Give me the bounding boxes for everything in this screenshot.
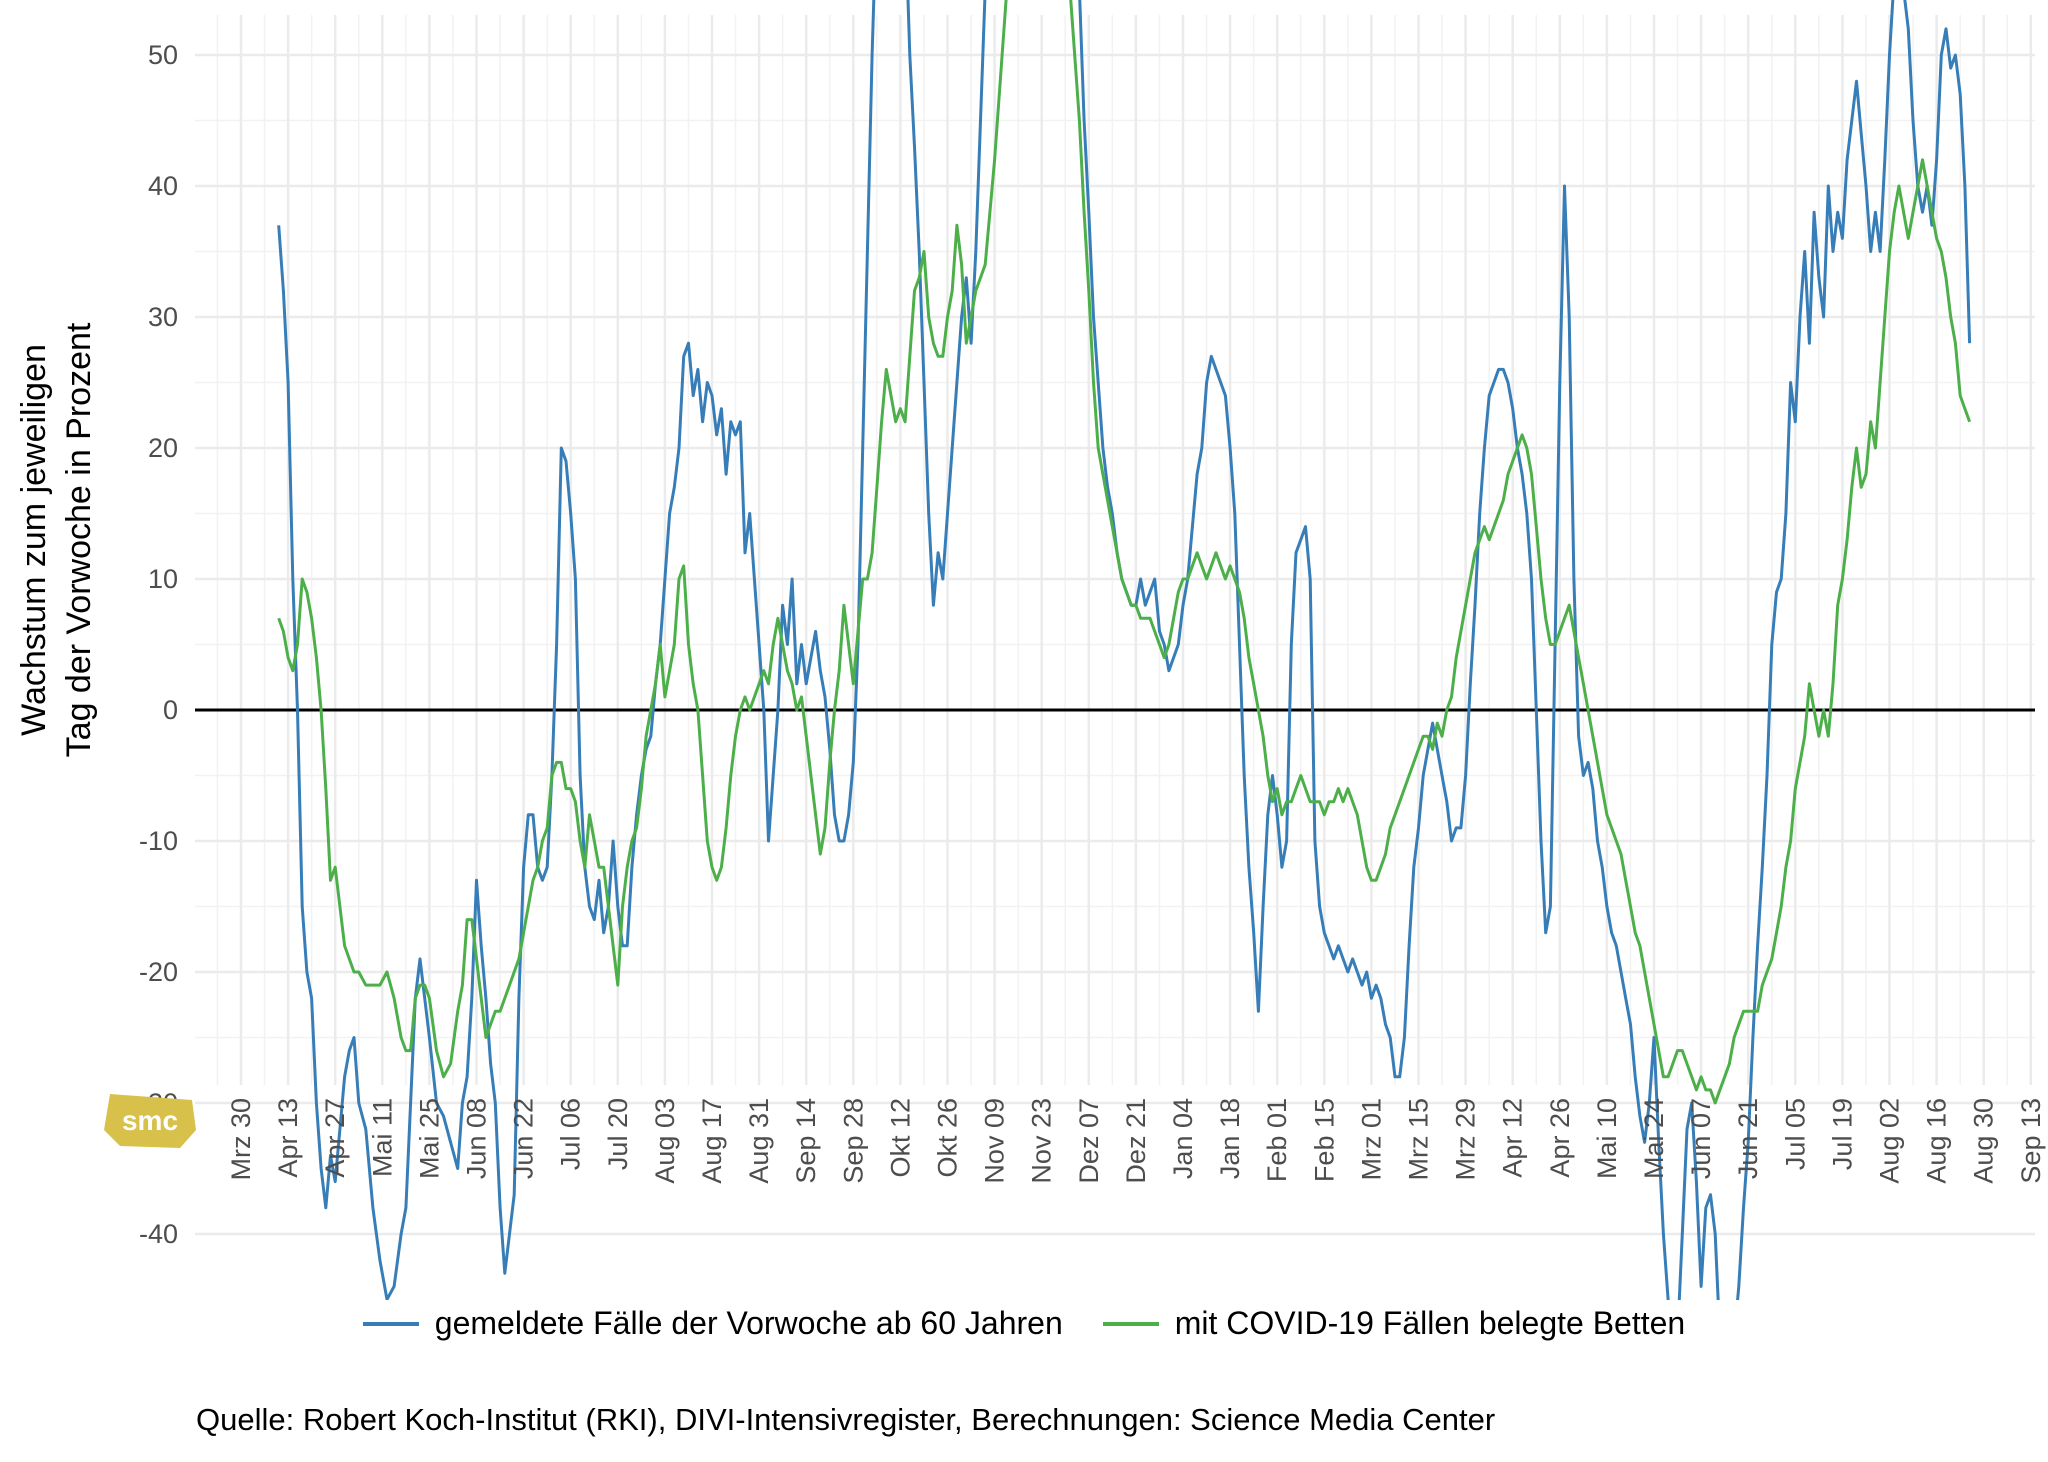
x-tick-label: Sep 28 (838, 1098, 868, 1184)
x-tick-label: Mai 10 (1592, 1098, 1622, 1179)
source-caption: Quelle: Robert Koch-Institut (RKI), DIVI… (196, 1402, 1496, 1437)
x-tick-label: Feb 01 (1262, 1098, 1292, 1182)
legend-label-beds: mit COVID-19 Fällen belegte Betten (1174, 1305, 1686, 1341)
x-tick-label: Okt 12 (885, 1098, 915, 1178)
y-tick-label: 20 (148, 433, 178, 463)
series-line-beds (277, 0, 1972, 1105)
y-tick-label: 50 (148, 40, 178, 70)
x-tick-label: Mai 24 (1639, 1098, 1669, 1179)
legend-item-cases: gemeldete Fälle der Vorwoche ab 60 Jahre… (362, 1305, 1063, 1342)
y-tick-label: 0 (163, 695, 178, 725)
y-tick-label: 30 (148, 302, 178, 332)
x-tick-label: Mai 11 (367, 1098, 397, 1177)
x-tick-label: Sep 13 (2016, 1098, 2046, 1184)
x-tick-label: Aug 30 (1969, 1098, 1999, 1184)
x-tick-label: Jan 18 (1215, 1098, 1245, 1179)
x-tick-label: Jul 20 (603, 1098, 633, 1170)
legend: gemeldete Fälle der Vorwoche ab 60 Jahre… (0, 1305, 2048, 1342)
x-tick-label: Mrz 15 (1404, 1098, 1434, 1181)
x-tick-label: Aug 03 (650, 1098, 680, 1184)
x-tick-label: Jun 22 (509, 1098, 539, 1179)
x-tick-label: Apr 12 (1498, 1098, 1528, 1178)
x-tick-label: Mrz 30 (226, 1098, 256, 1181)
y-tick-label: -40 (139, 1219, 178, 1249)
x-tick-label: Sep 14 (791, 1098, 821, 1184)
x-tick-label: Mrz 01 (1356, 1098, 1386, 1181)
line-chart: -50-40-30-20-100102030405060708090 Mrz 3… (15, 0, 2046, 1300)
logo-text: smc (122, 1105, 178, 1136)
x-tick-label: Jul 19 (1827, 1098, 1857, 1170)
x-tick-label: Jun 08 (462, 1098, 492, 1179)
x-tick-label: Apr 13 (273, 1098, 303, 1178)
y-tick-label: -20 (139, 957, 178, 987)
smc-logo: smc (104, 1094, 196, 1148)
y-axis-label-line-1: Wachstum zum jeweiligen (15, 344, 53, 736)
legend-swatch-beds (1102, 1321, 1159, 1326)
legend-item-beds: mit COVID-19 Fällen belegte Betten (1102, 1305, 1686, 1342)
y-tick-label: 40 (148, 171, 178, 201)
x-tick-label: Jan 04 (1168, 1098, 1198, 1179)
x-tick-label: Jun 21 (1733, 1098, 1763, 1179)
x-tick-label: Aug 02 (1875, 1098, 1905, 1184)
x-tick-label: Apr 26 (1545, 1098, 1575, 1178)
x-tick-label: Dez 07 (1074, 1098, 1104, 1184)
y-axis-label-line-2: Tag der Vorwoche in Prozent (60, 322, 98, 757)
x-tick-label: Feb 15 (1309, 1098, 1339, 1182)
x-tick-label: Nov 09 (980, 1098, 1010, 1184)
x-tick-label: Jul 05 (1780, 1098, 1810, 1170)
x-tick-labels: Mrz 30 Apr 13 Apr 27 Mai 11 Mai 25 Jun 08 Jun … (226, 1098, 2046, 1184)
x-tick-label: Jun 07 (1686, 1098, 1716, 1179)
x-tick-label: Apr 27 (320, 1098, 350, 1178)
x-tick-label: Jul 06 (556, 1098, 586, 1170)
x-tick-label: Mai 25 (414, 1098, 444, 1179)
x-tick-label: Aug 16 (1922, 1098, 1952, 1184)
y-tick-label: -10 (139, 826, 178, 856)
major-gridlines (195, 15, 2035, 1236)
legend-swatch-cases (362, 1321, 419, 1326)
x-tick-label: Nov 23 (1027, 1098, 1057, 1184)
x-tick-label: Okt 26 (933, 1098, 963, 1178)
x-tick-label: Aug 17 (697, 1098, 727, 1184)
legend-label-cases: gemeldete Fälle der Vorwoche ab 60 Jahre… (434, 1305, 1063, 1341)
x-tick-label: Aug 31 (744, 1098, 774, 1184)
x-tick-label: Mrz 29 (1451, 1098, 1481, 1181)
y-tick-label: 10 (148, 564, 178, 594)
x-tick-label: Dez 21 (1121, 1098, 1151, 1184)
series-lines (277, 0, 1972, 1300)
